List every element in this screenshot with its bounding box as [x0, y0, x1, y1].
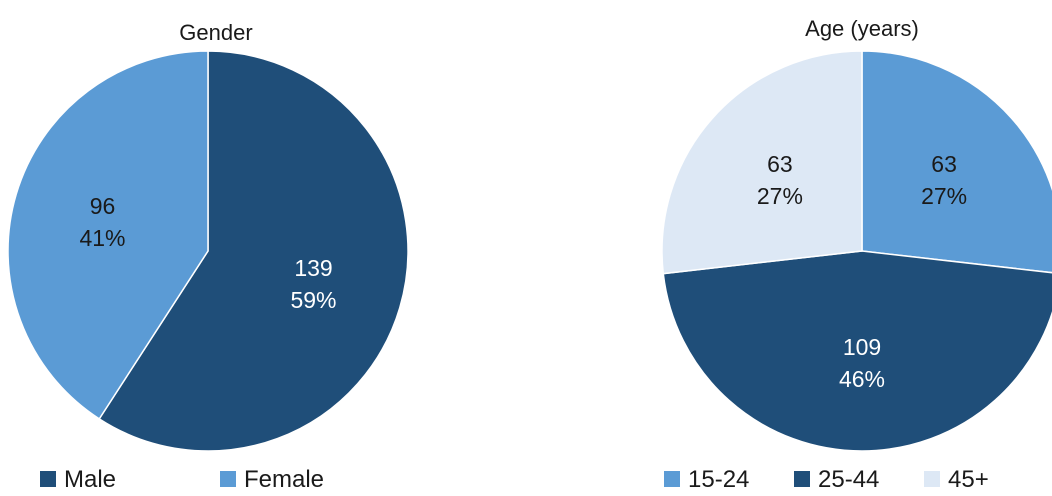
legend-swatch: [220, 471, 236, 487]
chart-title: Age (years): [805, 16, 919, 41]
slice-value-label: 96: [90, 193, 116, 219]
slice-percent-label: 59%: [290, 287, 336, 313]
pie-slice-25-44: [662, 250, 1052, 452]
chart-title: Gender: [179, 20, 252, 45]
slice-percent-label: 27%: [757, 183, 803, 209]
slice-percent-label: 41%: [79, 225, 125, 251]
legend-label: 15-24: [688, 466, 749, 493]
legend-label: 45+: [948, 466, 989, 493]
slice-value-label: 139: [294, 255, 332, 281]
legend-swatch: [664, 471, 680, 487]
slice-value-label: 109: [843, 334, 881, 360]
pie-slice-male: [98, 50, 409, 452]
slice-percent-label: 27%: [921, 183, 967, 209]
age-pie-chart: Age (years) 63 27% 109 46% 63 27% 15-24 25-44 4…: [661, 16, 1052, 493]
pie-slice-female: [7, 50, 209, 420]
pie-slices: [7, 50, 409, 452]
legend-label: Male: [64, 466, 116, 493]
pie-labels: 63 27% 109 46% 63 27%: [757, 151, 967, 392]
legend-label: Female: [244, 466, 324, 493]
legend: 15-24 25-44 45+: [664, 466, 989, 493]
legend: Male Female: [40, 466, 324, 493]
gender-pie-chart: Gender 139 59% 96 41% Male Female: [7, 20, 409, 493]
pie-slice-15-24: [861, 50, 1052, 274]
pie-slices: [661, 50, 1052, 452]
legend-label: 25-44: [818, 466, 879, 493]
legend-swatch: [794, 471, 810, 487]
slice-value-label: 63: [767, 151, 793, 177]
slice-value-label: 63: [931, 151, 957, 177]
pie-labels: 139 59% 96 41%: [79, 193, 336, 313]
slice-percent-label: 46%: [839, 366, 885, 392]
legend-swatch: [40, 471, 56, 487]
legend-swatch: [924, 471, 940, 487]
pie-slice-45-: [661, 50, 863, 275]
